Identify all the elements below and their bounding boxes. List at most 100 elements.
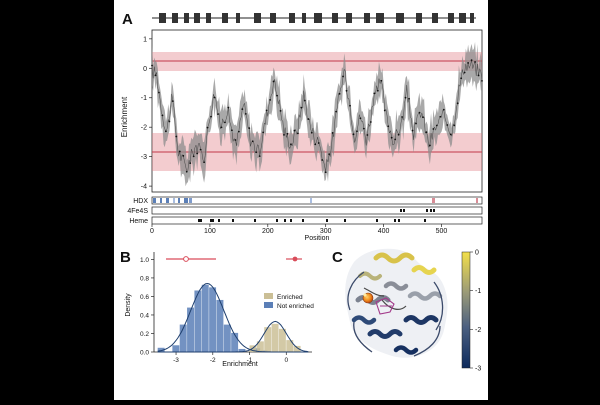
enriched-bar [286,340,294,352]
domain-block [236,13,240,23]
heme-mark [344,219,346,222]
trace-point [408,97,410,100]
trace-point [296,132,299,135]
not-enriched-bar [209,287,217,352]
trace-point [467,62,470,64]
track-heme [151,216,483,225]
trace-point [352,133,355,136]
trace-point [300,106,303,109]
trace-point [199,148,202,151]
trace-point [168,120,171,123]
panel-a-letter: A [122,11,133,28]
domain-block [270,13,276,23]
trace-point [154,74,157,77]
trace-point [227,106,230,109]
track-4fe4s-label: 4Fe4S [127,208,148,215]
trace-point [470,59,473,61]
panel-a-yticks: 1 0 -1 -2 -3 -4 [141,36,152,191]
heme-mark [200,219,202,222]
trace-point [460,77,463,80]
trace-point [171,100,174,103]
trace-error-band [152,41,482,187]
panel-a-xtick-label: 400 [378,228,390,235]
trace-point [262,131,265,134]
trace-point [453,124,456,127]
trace-point [248,127,251,130]
not-enriched-bar [260,350,268,352]
trace-point [342,75,344,78]
trace-point [196,152,199,155]
heme-mark [218,219,220,222]
colorbar-tick-label: -1 [475,288,481,295]
trace-point [446,124,449,126]
not-enriched-density-curve [157,282,309,353]
panel-b-ylabel: Density [125,293,132,317]
trace-point [210,115,212,118]
4fe4s-marks [400,209,435,212]
trace-point [175,135,178,138]
panel-a-xtick-label: 200 [262,228,274,235]
4fe4s-mark [426,209,428,212]
heme-mark [198,219,200,222]
4fe4s-mark [400,209,402,212]
trace-point [276,94,278,97]
trace-point [293,129,296,132]
trace-point [366,134,369,136]
colorbar-tick-label: -2 [475,327,481,334]
hdx-mark [178,198,180,203]
heme-mark [326,219,328,222]
track-4fe4s [151,206,483,215]
figure-canvas: A 1 0 -1 -2 -3 -4 Enrichment HDX 4Fe4S Heme 0… [120,11,483,373]
trace-point [251,140,254,143]
trace-point [356,130,358,133]
heme-mark [302,219,304,222]
trace-point [376,89,379,92]
panel-a-ytick-label: -2 [141,125,147,132]
legend-not-enriched-label: Not enriched [277,303,314,310]
domain-block [459,13,466,23]
trace-point [387,125,390,128]
domain-block [159,13,166,23]
not-enriched-bar [157,347,165,352]
trace-point [265,109,268,112]
trace-point [161,114,164,117]
not-enriched-mean [183,256,189,262]
not-enriched-bar [179,324,187,352]
panel-a-ytick-label: 1 [143,36,147,43]
enrichment-trace [151,41,483,187]
protein-structure [345,248,448,358]
panel-a-ytick-label: -3 [141,154,147,161]
trace-point [189,162,192,165]
trace-point [255,151,258,154]
heme-mark [394,219,396,222]
trace-point [456,102,459,105]
not-enriched-bar [253,348,261,352]
panel-a-xtick-label: 300 [320,228,332,235]
trace-point [279,109,282,112]
trace-point [362,127,365,130]
panel-a-ytick-label: 0 [143,66,147,73]
trace-point [182,154,185,157]
heme-mark [290,219,292,222]
trace-point [394,138,397,141]
trace-point [324,171,327,174]
domain-block [396,13,404,23]
trace-point [369,121,372,123]
trace-point [290,143,292,146]
trace-point [164,130,167,133]
panel-b: B 0.0 0.2 0.4 0.6 0.8 1.0 -3 -2 -1 0 Density Enr… [120,249,314,368]
legend-enriched-swatch [264,293,273,299]
enriched-mean [292,256,298,262]
panel-b-ytick-label: 0.2 [140,331,149,338]
panel-a-xtick-label: 500 [436,228,448,235]
trace-point [234,139,237,141]
trace-point [151,64,153,67]
trace-point [317,142,320,144]
trace-point [425,131,428,134]
trace-point [224,121,226,124]
trace-point [321,159,324,161]
trace-point [206,126,209,129]
hdx-mark [184,198,188,203]
domain-block [314,13,322,23]
hdx-mark [432,198,435,203]
